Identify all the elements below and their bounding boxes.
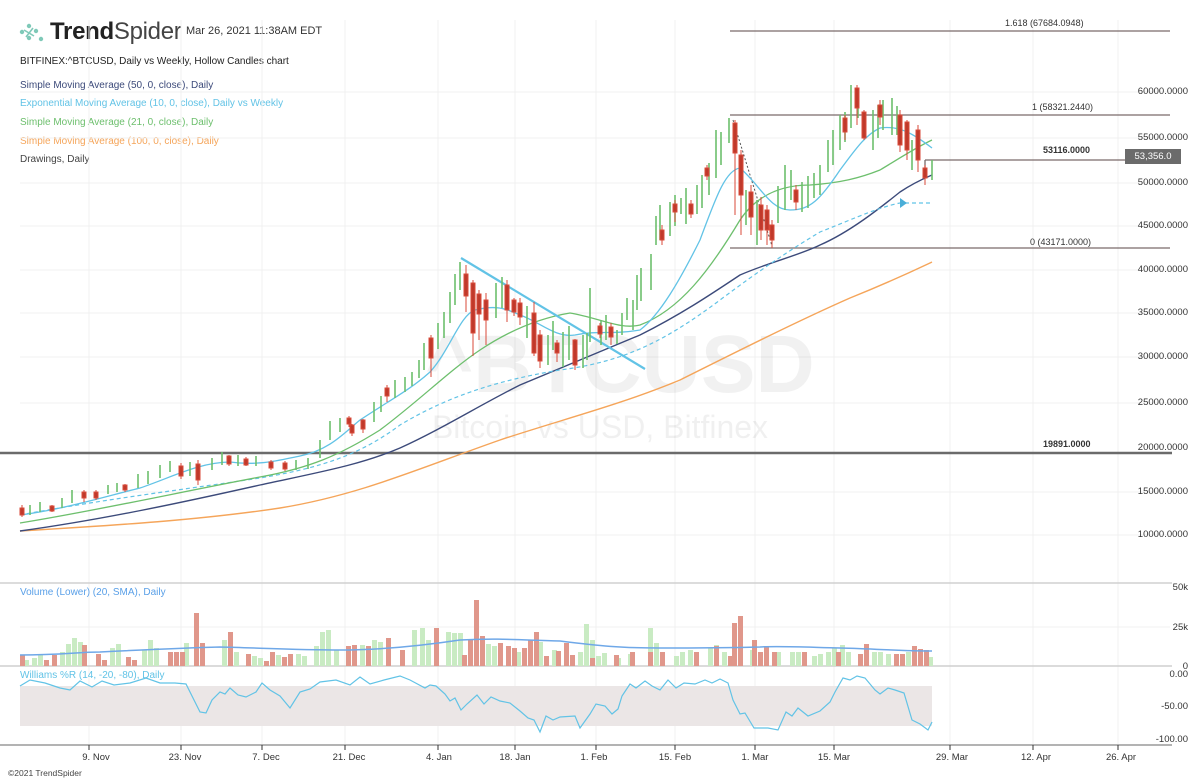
legend-sma50[interactable]: Simple Moving Average (50, 0, close), Da… (20, 80, 214, 91)
williams-band (20, 686, 932, 726)
grid (20, 20, 1170, 745)
volume-tick: 0 (1182, 661, 1188, 672)
chart-timestamp: Mar 26, 2021 11:38AM EDT (186, 25, 323, 37)
williams-tick: -50.00 (1161, 701, 1188, 712)
volume-tick: 25k (1172, 622, 1188, 633)
x-tick: 4. Jan (426, 752, 452, 763)
legend-sma21[interactable]: Simple Moving Average (21, 0, close), Da… (20, 117, 214, 128)
williams-panel-title[interactable]: Williams %R (14, -20, -80), Daily (20, 670, 165, 681)
support-label: 19891.0000 (1043, 439, 1091, 449)
volume-sma-line (19, 638, 933, 656)
sma21-line[interactable] (19, 139, 933, 524)
volume-tick: 50k (1172, 582, 1188, 593)
x-tick: 18. Jan (499, 752, 531, 763)
y-tick: 60000.0000 (1137, 86, 1188, 97)
williams-tick: -100.00 (1155, 734, 1188, 745)
legend-sma100[interactable]: Simple Moving Average (100, 0, close), D… (20, 136, 219, 147)
watermark-symbol: ^BTCUSD (425, 319, 815, 410)
williams-r-line (19, 675, 933, 734)
y-tick: 30000.0000 (1137, 351, 1188, 362)
volume-panel-title[interactable]: Volume (Lower) (20, SMA), Daily (20, 587, 166, 598)
y-tick: 55000.0000 (1137, 132, 1188, 143)
x-tick: 21. Dec (332, 752, 366, 763)
y-tick: 35000.0000 (1137, 307, 1188, 318)
fib-0-label: 0 (43171.0000) (1030, 237, 1092, 247)
candles (19, 85, 933, 517)
legend-ema10[interactable]: Exponential Moving Average (10, 0, close… (20, 98, 284, 109)
spider-network-icon (19, 23, 44, 42)
x-tick: 15. Mar (817, 752, 851, 763)
y-tick: 10000.0000 (1137, 529, 1188, 540)
weekly-ema-arrow-icon (900, 198, 907, 208)
volume-bars (20, 600, 933, 666)
x-tick: 26. Apr (1105, 752, 1137, 763)
x-tick: 23. Nov (168, 752, 202, 763)
watermark-description: Bitcoin vs USD, Bitfinex (432, 409, 768, 445)
sma100-line[interactable] (19, 261, 933, 532)
legend-drawings[interactable]: Drawings, Daily (20, 154, 90, 165)
x-axis-ticks (88, 745, 1119, 750)
y-tick: 40000.0000 (1137, 264, 1188, 275)
x-tick: 29. Mar (935, 752, 969, 763)
x-tick: 12. Apr (1020, 752, 1052, 763)
y-tick: 15000.0000 (1137, 486, 1188, 497)
fib-1618-label: 1.618 (67684.0948) (1005, 18, 1084, 28)
sma50-line[interactable] (19, 174, 933, 532)
x-tick: 7. Dec (252, 752, 280, 763)
x-tick: 1. Mar (741, 752, 769, 763)
y-tick: 45000.0000 (1137, 220, 1188, 231)
weekly-ema-dashed-line[interactable] (19, 202, 901, 516)
x-tick: 15. Feb (658, 752, 692, 763)
brand-name: TrendSpider (50, 18, 182, 45)
chart-title: BITFINEX:^BTCUSD, Daily vs Weekly, Hollo… (20, 56, 289, 67)
resistance-label: 53116.0000 (1043, 145, 1091, 155)
fib-1-label: 1 (58321.2440) (1032, 102, 1094, 112)
y-tick: 20000.0000 (1137, 442, 1188, 453)
y-tick: 25000.0000 (1137, 397, 1188, 408)
x-tick: 1. Feb (580, 752, 608, 763)
y-tick: 50000.0000 (1137, 177, 1188, 188)
copyright-footer: ©2021 TrendSpider (8, 768, 82, 778)
williams-tick: 0.00 (1169, 669, 1189, 680)
brand-logo: TrendSpider (18, 18, 182, 46)
downtrend-line[interactable] (460, 257, 646, 370)
x-tick: 9. Nov (82, 752, 110, 763)
last-price-tag: 53,356.0 (1125, 149, 1181, 164)
